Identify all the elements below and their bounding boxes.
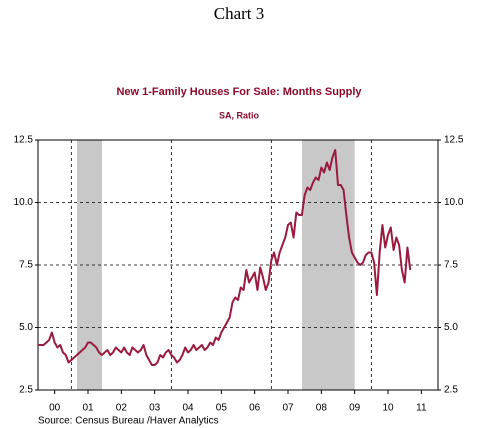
page-title: Chart 3 bbox=[214, 4, 265, 23]
y2-tick-label: 7.5 bbox=[444, 260, 458, 271]
y-tick-label: 5.0 bbox=[19, 322, 33, 333]
x-tick-label: 03 bbox=[149, 403, 161, 414]
source-note: Source: Census Bureau /Haver Analytics bbox=[38, 416, 219, 427]
x-tick-label: 02 bbox=[116, 403, 128, 414]
x-tick-label: 05 bbox=[216, 403, 228, 414]
y-tick-label: 10.0 bbox=[14, 197, 34, 208]
chart-title: New 1-Family Houses For Sale: Months Sup… bbox=[116, 86, 362, 98]
x-tick-label: 09 bbox=[349, 403, 361, 414]
chart-subtitle: SA, Ratio bbox=[219, 110, 260, 120]
y2-tick-label: 12.5 bbox=[444, 135, 464, 146]
x-tick-label: 08 bbox=[316, 403, 328, 414]
y2-tick-label: 10.0 bbox=[444, 197, 464, 208]
x-tick-label: 04 bbox=[182, 403, 194, 414]
y2-tick-label: 5.0 bbox=[444, 322, 458, 333]
data-line bbox=[38, 149, 412, 366]
y2-tick-label: 2.5 bbox=[444, 385, 458, 396]
x-tick-label: 06 bbox=[249, 403, 261, 414]
x-tick-label: 00 bbox=[49, 403, 61, 414]
x-tick-label: 11 bbox=[416, 403, 427, 414]
plot-frame bbox=[37, 139, 439, 391]
y-tick-label: 7.5 bbox=[19, 260, 33, 271]
x-tick-label: 07 bbox=[282, 403, 294, 414]
y-tick-label: 2.5 bbox=[19, 385, 33, 396]
x-tick-label: 01 bbox=[82, 403, 94, 414]
y-tick-label: 12.5 bbox=[14, 135, 34, 146]
x-tick-label: 10 bbox=[382, 403, 394, 414]
